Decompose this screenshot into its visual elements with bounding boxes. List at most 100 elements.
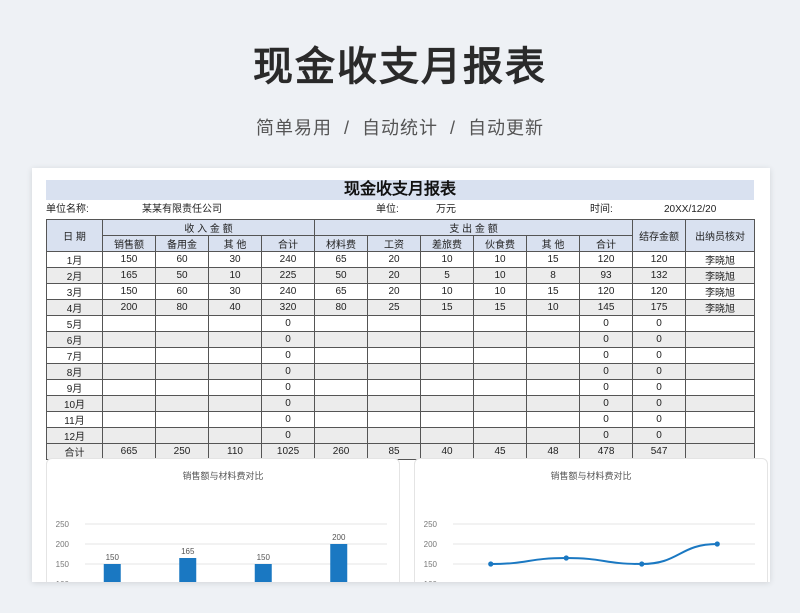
data-point — [563, 555, 569, 561]
table-cell — [367, 395, 422, 412]
month-cell: 12月 — [46, 427, 103, 444]
bar — [330, 544, 348, 582]
table-cell: 65 — [314, 283, 369, 300]
table-cell — [420, 331, 475, 348]
table-cell: 80 — [314, 299, 369, 316]
data-point — [714, 541, 720, 547]
hero-title: 现金收支月报表 — [253, 45, 547, 89]
table-cell: 0 — [632, 427, 687, 444]
month-cell: 2月 — [46, 267, 103, 284]
table-cell: 0 — [579, 379, 634, 396]
table-cell: 0 — [260, 347, 316, 364]
y-tick-label: 100 — [424, 580, 438, 582]
table-cell: 0 — [579, 395, 634, 412]
table-cell — [420, 411, 475, 428]
month-cell: 3月 — [46, 283, 103, 300]
col-income-total: 合计 — [260, 235, 316, 252]
table-cell — [208, 379, 262, 396]
table-cell: 120 — [579, 283, 634, 300]
table-cell: 15 — [526, 251, 581, 268]
table-cell — [473, 347, 528, 364]
table-cell — [208, 427, 262, 444]
table-row: 8月 0 0 0 — [46, 363, 756, 380]
table-row: 4月 200 80 40 320 80 25 15 15 10 145 175 李晓旭 — [46, 299, 756, 316]
table-cell — [314, 411, 369, 428]
y-tick-label: 100 — [56, 580, 70, 582]
table-cell — [208, 411, 262, 428]
table-cell — [526, 395, 581, 412]
col-reserve: 备用金 — [155, 235, 209, 252]
table-cell: 15 — [526, 283, 581, 300]
table-cell: 5 — [420, 267, 475, 284]
table-cell: 40 — [208, 299, 262, 316]
table-cell — [155, 427, 209, 444]
table-row: 11月 0 0 0 — [46, 411, 756, 428]
y-tick-label: 150 — [56, 560, 70, 569]
table-cell: 10 — [473, 283, 528, 300]
table-cell — [685, 411, 756, 428]
bar-value-label: 150 — [257, 553, 271, 562]
col-expense-other: 其 他 — [526, 235, 581, 252]
table-cell: 30 — [208, 251, 262, 268]
table-row: 12月 0 0 0 — [46, 427, 756, 444]
table-cell: 93 — [579, 267, 634, 284]
total-cell: 547 — [632, 443, 687, 460]
data-point — [488, 561, 494, 567]
table-cell: 80 — [155, 299, 209, 316]
table-cell: 0 — [632, 395, 687, 412]
table-cell — [208, 315, 262, 332]
col-expense-total: 合计 — [579, 235, 634, 252]
bar-value-label: 150 — [106, 553, 120, 562]
table-cell — [367, 347, 422, 364]
table-cell — [420, 315, 475, 332]
bar-value-label: 165 — [181, 547, 195, 556]
table-cell: 0 — [632, 363, 687, 380]
unit-name-label: 单位名称: — [46, 204, 89, 215]
table-cell — [685, 347, 756, 364]
date-label: 时间: — [590, 204, 613, 215]
table-cell — [367, 315, 422, 332]
table-cell: 0 — [260, 331, 316, 348]
total-cell: 665 — [102, 443, 156, 460]
table-cell — [526, 379, 581, 396]
table-cell — [526, 315, 581, 332]
table-cell: 120 — [632, 251, 687, 268]
month-cell: 5月 — [46, 315, 103, 332]
table-cell — [685, 379, 756, 396]
table-cell: 10 — [208, 267, 262, 284]
table-cell: 10 — [420, 251, 475, 268]
table-cell: 145 — [579, 299, 634, 316]
table-cell: 0 — [260, 395, 316, 412]
table-row: 7月 0 0 0 — [46, 347, 756, 364]
table-cell: 0 — [579, 331, 634, 348]
bar — [179, 558, 197, 582]
table-cell: 0 — [579, 363, 634, 380]
table-cell — [367, 411, 422, 428]
table-cell: 25 — [367, 299, 422, 316]
table-cell — [367, 427, 422, 444]
table-cell — [367, 363, 422, 380]
month-cell: 4月 — [46, 299, 103, 316]
hero-subtitle: 简单易用 / 自动统计 / 自动更新 — [255, 118, 544, 138]
table-cell — [208, 347, 262, 364]
table-cell: 150 — [102, 283, 156, 300]
table-cell — [420, 395, 475, 412]
balance-header: 结存金额 — [632, 219, 687, 252]
table-cell — [314, 395, 369, 412]
table-cell — [473, 379, 528, 396]
table-cell — [155, 379, 209, 396]
total-cell: 45 — [473, 443, 528, 460]
unit-label: 单位: — [376, 204, 399, 215]
cashier-header: 出纳员核对 — [685, 219, 756, 252]
table-cell — [526, 331, 581, 348]
table-cell — [155, 331, 209, 348]
bar-value-label: 200 — [332, 533, 346, 542]
table-cell — [314, 315, 369, 332]
bar — [103, 564, 121, 582]
table-cell: 0 — [632, 379, 687, 396]
line-chart: 销售额与材料费对比25020015010050 — [424, 470, 755, 582]
table-cell — [685, 395, 756, 412]
table-cell — [367, 379, 422, 396]
table-cell — [102, 379, 156, 396]
y-tick-label: 250 — [424, 520, 438, 529]
